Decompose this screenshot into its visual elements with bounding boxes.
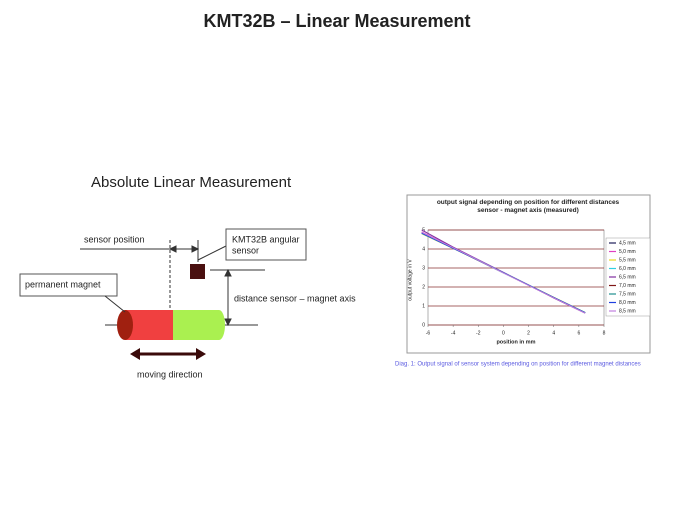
series-line [421, 231, 586, 314]
y-axis-label: output voltage in V [407, 259, 413, 301]
x-tick-label: 8 [603, 330, 606, 336]
magnet-end [117, 310, 133, 340]
diagram-label: sensor [232, 245, 259, 255]
arrowhead [224, 268, 232, 327]
legend-label: 5,5 mm [619, 257, 636, 263]
leader-line [104, 295, 126, 313]
x-tick-label: 6 [577, 330, 580, 336]
x-tick-label: 4 [552, 330, 555, 336]
label-box [19, 273, 118, 297]
diagram [19, 228, 307, 360]
subtitle: Absolute Linear Measurement [91, 174, 292, 191]
x-tick-label: 0 [502, 330, 505, 336]
y-tick-label: 3 [422, 265, 425, 271]
magnet-south [173, 310, 219, 340]
legend-label: 6,5 mm [619, 274, 636, 280]
x-tick-label: -2 [476, 330, 481, 336]
legend-label: 8,5 mm [619, 308, 636, 314]
x-tick-label: 2 [527, 330, 530, 336]
slide-title: KMT32B – Linear Measurement [203, 11, 470, 31]
y-tick-label: 2 [422, 284, 425, 290]
diagram-label: distance sensor – magnet axis [234, 293, 356, 303]
sensor [190, 264, 205, 279]
magnet-end [213, 310, 225, 340]
x-tick-label: -6 [426, 330, 431, 336]
plot-area [427, 229, 605, 326]
diagram-label: permanent magnet [25, 279, 101, 289]
caption: Diag. 1: Output signal of sensor system … [395, 362, 641, 368]
y-tick-label: 4 [422, 246, 425, 252]
legend-label: 6,0 mm [619, 266, 636, 272]
legend-label: 5,0 mm [619, 249, 636, 255]
diagram-label: sensor position [84, 234, 145, 244]
legend-label: 8,0 mm [619, 300, 636, 306]
x-axis-label: position in mm [496, 339, 535, 345]
arrowhead [168, 245, 200, 253]
chart-title: output signal depending on position for … [436, 199, 620, 214]
legend-label: 7,0 mm [619, 283, 636, 289]
y-tick-label: 5 [422, 227, 425, 233]
diagram-label: KMT32B angular [232, 234, 300, 244]
y-tick-label: 1 [422, 303, 425, 309]
legend-label: 4,5 mm [619, 240, 636, 246]
diagram-label: moving direction [137, 369, 203, 379]
x-tick-label: -4 [451, 330, 456, 336]
legend-label: 7,5 mm [619, 291, 636, 297]
label-box [225, 228, 307, 261]
y-tick-label: 0 [422, 322, 425, 328]
leader-line [197, 245, 227, 261]
